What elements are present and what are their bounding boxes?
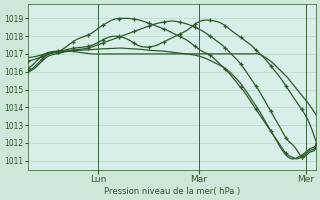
X-axis label: Pression niveau de la mer( hPa ): Pression niveau de la mer( hPa ): [104, 187, 240, 196]
